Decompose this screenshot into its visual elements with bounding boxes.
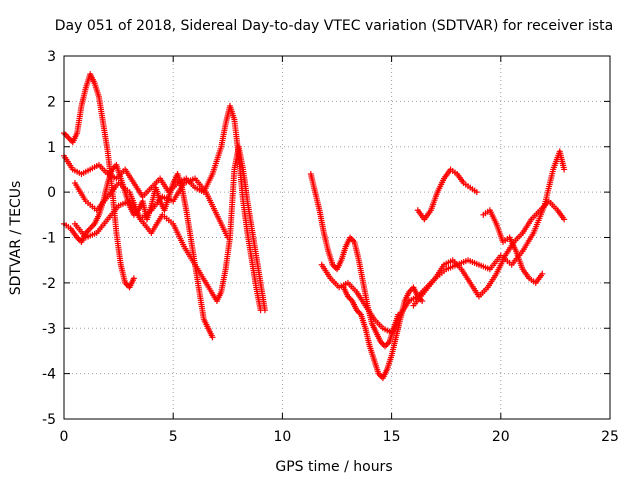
plot-frame xyxy=(63,55,611,420)
y-tick-label: 0 xyxy=(47,185,56,201)
y-tick-label: 3 xyxy=(47,49,56,65)
y-tick-label: 2 xyxy=(47,94,56,110)
axes: 0 5 10 15 20 25 -5 -4 -3 -2 -1 0 1 2 3 xyxy=(42,49,619,445)
y-tick-label: -2 xyxy=(42,276,56,292)
data-point-marker xyxy=(261,307,268,314)
y-tick-label: 1 xyxy=(47,140,56,156)
grid-lines xyxy=(64,56,610,419)
data-point-marker xyxy=(473,189,480,196)
data-point-marker xyxy=(224,234,231,241)
x-axis-label: GPS time / hours xyxy=(275,459,392,475)
data-points xyxy=(61,71,568,382)
y-tick-label: -3 xyxy=(42,321,56,337)
x-tick-label: 10 xyxy=(273,429,291,445)
x-tick-label: 0 xyxy=(60,429,69,445)
data-point-marker xyxy=(130,275,137,282)
y-tick-label: -1 xyxy=(42,231,56,247)
x-tick-label: 5 xyxy=(169,429,178,445)
y-axis-label: SDTVAR / TECUs xyxy=(8,181,24,296)
y-tick-label: -5 xyxy=(42,412,56,428)
y-tick-label: -4 xyxy=(42,367,56,383)
x-tick-label: 15 xyxy=(383,429,401,445)
data-point-marker xyxy=(561,216,568,223)
data-point-marker xyxy=(561,166,568,173)
x-tick-label: 20 xyxy=(492,429,510,445)
data-point-marker xyxy=(419,298,426,305)
data-point-marker xyxy=(539,270,546,277)
data-point-marker xyxy=(209,334,216,341)
chart-title: Day 051 of 2018, Sidereal Day-to-day VTE… xyxy=(55,18,613,34)
x-tick-label: 25 xyxy=(601,429,619,445)
